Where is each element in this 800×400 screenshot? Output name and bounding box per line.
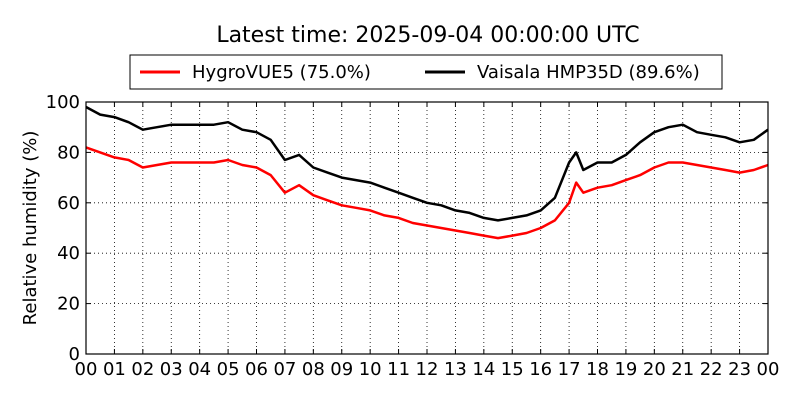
x-tick-label: 07	[273, 359, 296, 380]
x-tick-label: 19	[614, 359, 637, 380]
x-tick-label: 11	[387, 359, 410, 380]
x-tick-label: 16	[529, 359, 552, 380]
legend: HygroVUE5 (75.0%) Vaisala HMP35D (89.6%)	[129, 54, 723, 90]
series-lines	[85, 105, 769, 240]
x-tick-label: 06	[245, 359, 268, 380]
plot-frame	[85, 101, 769, 355]
x-tick-label: 15	[501, 359, 524, 380]
x-tick-label: 13	[444, 359, 467, 380]
x-tick-label: 04	[188, 359, 211, 380]
x-tick-label: 21	[671, 359, 694, 380]
x-tick-label: 01	[103, 359, 126, 380]
axis-ticks	[85, 101, 769, 355]
series-line-vaisala	[85, 105, 769, 222]
y-tick-label: 80	[57, 142, 80, 163]
legend-label-hygrovue5: HygroVUE5 (75.0%)	[192, 62, 371, 83]
chart-title: Latest time: 2025-09-04 00:00:00 UTC	[216, 23, 639, 48]
x-tick-label: 17	[558, 359, 581, 380]
y-axis-label: Relative humidity (%)	[20, 131, 41, 326]
x-tick-label: 20	[643, 359, 666, 380]
x-tick-label: 09	[330, 359, 353, 380]
y-tick-label: 20	[57, 294, 80, 315]
x-tick-label: 02	[131, 359, 154, 380]
x-tick-label: 00	[75, 359, 98, 380]
y-tick-label: 0	[69, 344, 80, 365]
x-tick-label: 18	[586, 359, 609, 380]
x-tick-label: 22	[700, 359, 723, 380]
x-tick-label: 05	[217, 359, 240, 380]
x-tick-labels: 00 01 02 03 04 05 06 07 08 09 10 11 12 13 14 15 16 17 18 19…	[75, 359, 780, 380]
x-tick-label: 12	[416, 359, 439, 380]
y-tick-label: 100	[46, 92, 80, 113]
y-tick-label: 40	[57, 243, 80, 264]
y-tick-label: 60	[57, 193, 80, 214]
grid	[86, 102, 768, 354]
y-tick-labels: 0 20 40 60 80 100	[46, 92, 80, 365]
x-tick-label: 03	[160, 359, 183, 380]
x-tick-label: 14	[472, 359, 495, 380]
x-tick-label: 10	[359, 359, 382, 380]
x-tick-label: 00	[757, 359, 780, 380]
x-tick-label: 23	[728, 359, 751, 380]
legend-label-vaisala: Vaisala HMP35D (89.6%)	[477, 62, 700, 83]
x-tick-label: 08	[302, 359, 325, 380]
series-line-hygrovue5	[85, 146, 769, 240]
